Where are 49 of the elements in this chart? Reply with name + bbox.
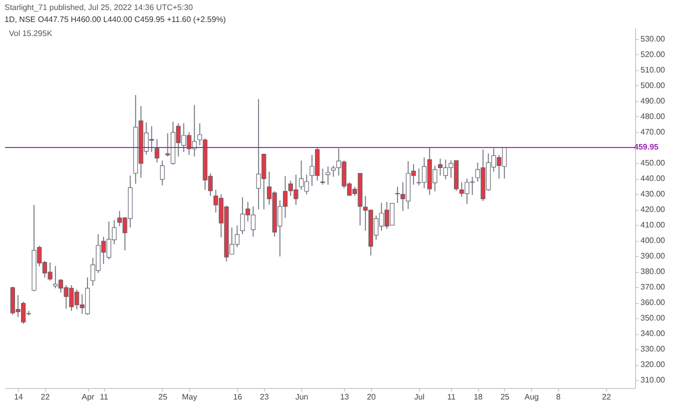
y-tick-label: 430.00 <box>640 190 666 199</box>
y-tick-label: 490.00 <box>640 96 666 106</box>
x-tick-label: 20 <box>366 392 376 402</box>
x-tick-label: Aug <box>524 392 539 402</box>
x-tick-label: 11 <box>447 392 456 402</box>
y-tick-label: 370.00 <box>640 282 666 292</box>
y-tick-label: 400.00 <box>640 236 666 246</box>
y-tick-label: 360.00 <box>640 298 666 308</box>
y-tick-label: 470.00 <box>640 127 666 136</box>
y-tick-label: 380.00 <box>640 267 666 276</box>
y-tick-label: 390.00 <box>640 252 666 261</box>
chart-title: Starlight_71 published, Jul 25, 2022 14:36 UTC+5:30 <box>4 3 194 12</box>
y-tick-label: 480.00 <box>640 112 666 121</box>
y-tick-label: 410.00 <box>640 220 666 230</box>
y-tick-label: 500.00 <box>640 80 666 90</box>
annotation: Vol 15.295K <box>9 29 53 38</box>
x-tick-label: 23 <box>260 392 270 402</box>
y-tick-label: 340.00 <box>640 329 666 338</box>
candlestick <box>395 186 400 204</box>
candlestick <box>320 168 325 186</box>
x-tick-label: 22 <box>40 392 50 402</box>
x-tick-label: 25 <box>500 392 510 402</box>
y-tick-label: 520.00 <box>640 50 666 59</box>
x-tick-label: Apr <box>82 392 95 402</box>
chart-subtitle: 1D, NSE O447.75 H460.00 L440.00 C459.95 +11.60 (+2.59%) <box>4 15 226 24</box>
x-tick-label: 16 <box>233 392 243 402</box>
y-tick-label: 450.00 <box>640 158 666 168</box>
candlestick <box>154 138 160 164</box>
y-tick-label: 420.00 <box>640 205 666 214</box>
x-tick-label: 8 <box>556 392 562 402</box>
x-tick-label: May <box>182 392 198 402</box>
y-tick-label: 440.00 <box>640 174 666 184</box>
x-tick-label: 22 <box>602 392 612 402</box>
candlestick <box>160 160 165 186</box>
x-tick-label: 25 <box>158 392 168 402</box>
x-tick-label: Jun <box>295 392 308 402</box>
x-tick-label: 13 <box>340 392 350 402</box>
y-tick-label: 310.00 <box>640 376 666 385</box>
y-tick-label: 320.00 <box>640 360 666 370</box>
y-tick-label: 510.00 <box>640 65 666 74</box>
ref-line-label: 459.95 <box>634 142 660 152</box>
y-tick-label: 350.00 <box>640 314 666 323</box>
x-tick-label: 18 <box>474 392 484 402</box>
candlestick <box>326 166 330 186</box>
y-tick-label: 330.00 <box>640 344 666 354</box>
x-tick-label: 11 <box>100 392 109 402</box>
x-tick-label: 14 <box>14 392 24 402</box>
y-tick-label: 530.00 <box>640 34 666 44</box>
x-tick-label: Jul <box>414 392 425 402</box>
